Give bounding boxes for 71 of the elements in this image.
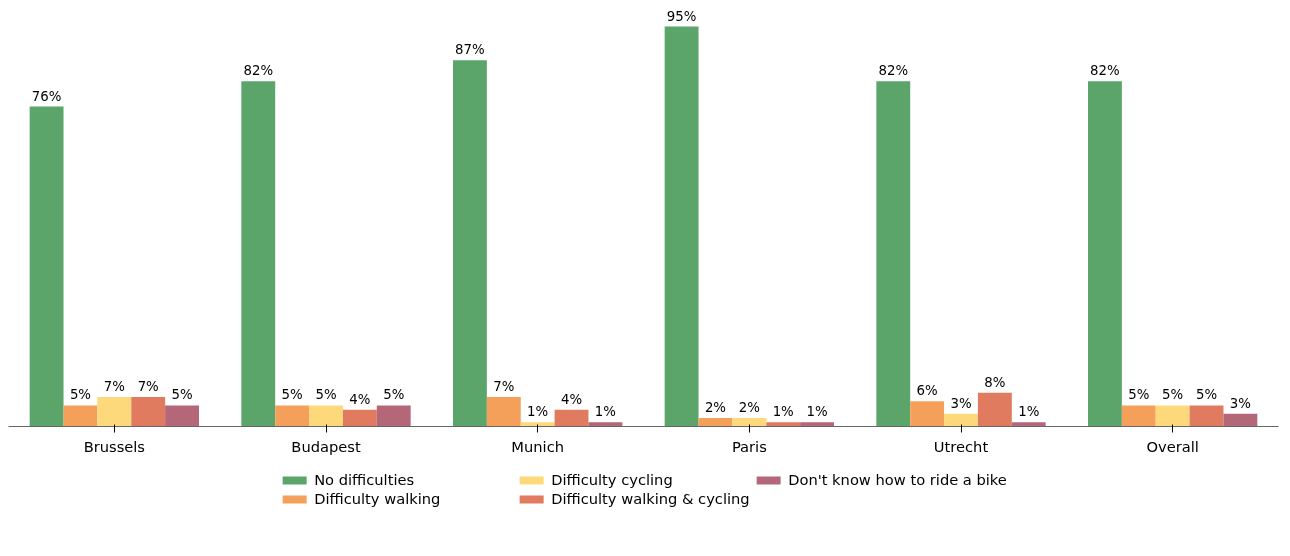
data-label: 7% [103, 379, 125, 395]
data-label: 5% [1128, 387, 1150, 403]
data-label: 8% [984, 374, 1006, 390]
bar [241, 81, 276, 427]
legend-label: Difficulty walking & cycling [551, 490, 751, 507]
data-label: 1% [527, 404, 549, 420]
bar [732, 418, 767, 427]
data-label: 1% [1018, 404, 1040, 420]
x-tick-label: Paris [731, 437, 767, 455]
data-label: 5% [171, 387, 193, 403]
legend-label: Difficulty walking [314, 490, 442, 507]
bar [876, 81, 911, 427]
bar [664, 26, 699, 427]
data-label: 6% [916, 383, 938, 399]
bar [309, 405, 343, 427]
data-label: 4% [560, 391, 583, 407]
bar [977, 392, 1012, 427]
data-label: 1% [772, 404, 794, 420]
bar [698, 418, 733, 427]
bar [1011, 422, 1046, 427]
bar [29, 106, 64, 427]
bar [165, 405, 199, 427]
bar [1121, 405, 1156, 427]
data-label: 82% [878, 63, 909, 79]
data-label: 82% [243, 63, 274, 79]
data-label: 5% [1195, 387, 1218, 403]
bar [1155, 405, 1190, 427]
bar [342, 409, 377, 427]
bar [1189, 405, 1224, 427]
x-tick-label: Munich [511, 437, 564, 455]
legend-label: Difficulty cycling [551, 471, 674, 488]
data-label: 7% [493, 379, 515, 395]
bar [376, 405, 411, 427]
data-label: 87% [455, 42, 485, 58]
bar [910, 401, 945, 427]
data-label: 5% [1162, 387, 1184, 403]
bar [588, 422, 623, 427]
bar [97, 397, 132, 427]
data-label: 2% [704, 400, 727, 416]
x-tick-label: Utrecht [933, 437, 989, 455]
bar [520, 422, 555, 427]
data-label: 2% [738, 400, 760, 416]
legend-label: No difficulties [314, 471, 416, 488]
bar [554, 409, 589, 427]
bar [766, 422, 801, 427]
bar [63, 405, 98, 427]
data-label: 3% [1229, 395, 1251, 411]
data-label: 1% [594, 404, 616, 420]
bar [131, 397, 166, 427]
legend-label: Don't know how to ride a bike [788, 471, 1007, 488]
data-label: 4% [349, 391, 371, 407]
data-label: 5% [281, 387, 303, 403]
x-tick-label: Budapest [291, 437, 361, 455]
bar [453, 60, 487, 427]
data-label: 76% [31, 88, 62, 104]
data-label: 1% [806, 404, 828, 420]
data-label: 82% [1090, 63, 1120, 79]
bar [944, 413, 978, 427]
bar [800, 422, 834, 427]
x-tick-label: Overall [1146, 437, 1199, 455]
data-label: 7% [137, 379, 159, 395]
x-tick-label: Brussels [83, 437, 146, 455]
data-label: 95% [666, 8, 697, 24]
data-label: 5% [315, 387, 337, 403]
data-label: 5% [69, 387, 92, 403]
bar [486, 397, 521, 427]
data-label: 5% [383, 387, 405, 403]
data-label: 3% [950, 395, 972, 411]
bar [275, 405, 310, 427]
bar [1088, 81, 1122, 427]
bar [1223, 413, 1258, 427]
